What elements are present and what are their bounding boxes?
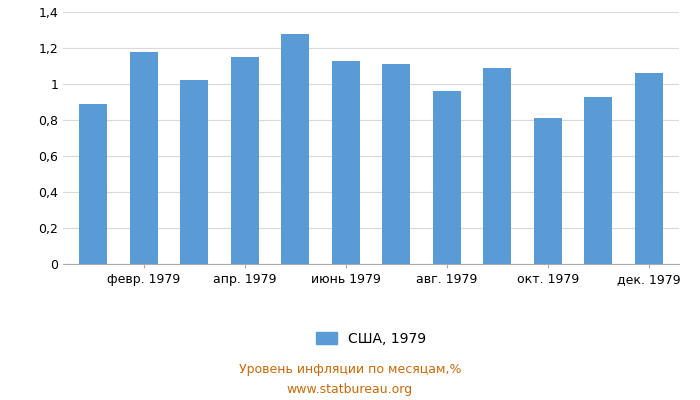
Bar <box>79 104 107 264</box>
Bar <box>483 68 511 264</box>
Text: www.statbureau.org: www.statbureau.org <box>287 384 413 396</box>
Bar <box>635 73 663 264</box>
Bar <box>231 57 259 264</box>
Bar <box>181 80 208 264</box>
Text: Уровень инфляции по месяцам,%: Уровень инфляции по месяцам,% <box>239 364 461 376</box>
Bar <box>130 52 158 264</box>
Bar <box>382 64 410 264</box>
Bar <box>584 97 612 264</box>
Bar <box>332 61 360 264</box>
Bar <box>534 118 561 264</box>
Legend: США, 1979: США, 1979 <box>310 326 432 352</box>
Bar <box>433 91 461 264</box>
Bar <box>281 34 309 264</box>
